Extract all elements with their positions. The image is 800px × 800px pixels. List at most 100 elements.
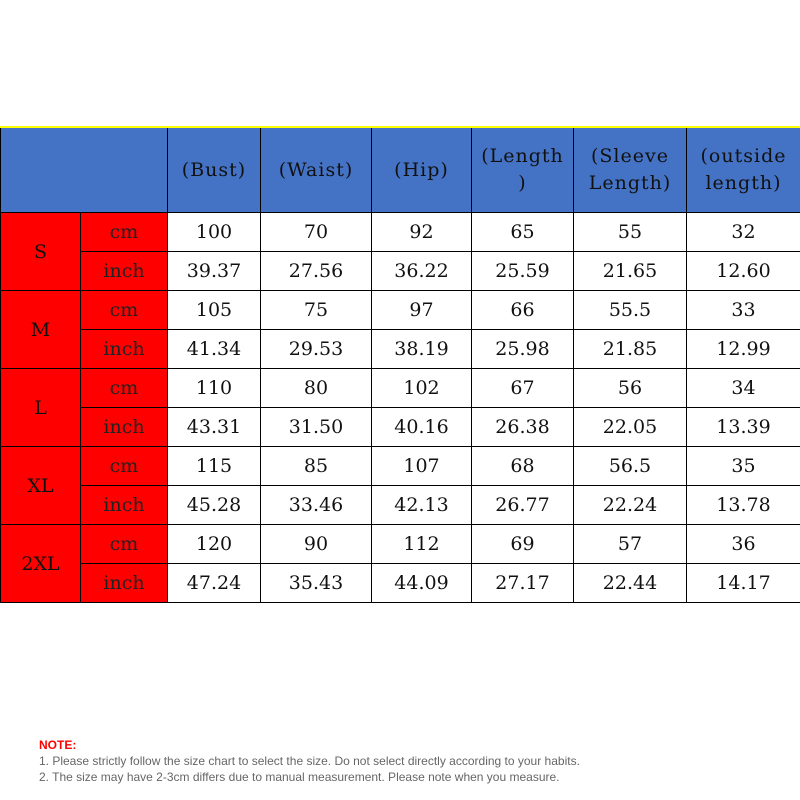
measurement-cell: 25.98 [471,329,574,369]
measurement-cell: 112 [371,524,472,564]
measurement-cell: 12.99 [686,329,800,369]
measurement-cell: 27.17 [471,563,574,603]
measurement-cell: 69 [471,524,574,564]
size-chart-table: (Bust) (Waist) (Hip) (Length) (Sleeve Len… [0,126,800,603]
measurement-cell: 56.5 [573,446,687,486]
measurement-cell: 21.65 [573,251,687,291]
size-label: L [0,368,81,447]
measurement-cell: 21.85 [573,329,687,369]
measurement-cell: 26.77 [471,485,574,525]
unit-label-cm: cm [80,368,168,408]
header-hip-label: (Hip) [394,158,449,181]
unit-label-cm: cm [80,446,168,486]
measurement-cell: 68 [471,446,574,486]
measurement-cell: 102 [371,368,472,408]
measurement-cell: 22.44 [573,563,687,603]
measurement-cell: 107 [371,446,472,486]
measurement-cell: 55.5 [573,290,687,330]
measurement-cell: 42.13 [371,485,472,525]
unit-label-inch: inch [80,563,168,603]
measurement-cell: 55 [573,212,687,252]
measurement-cell: 44.09 [371,563,472,603]
header-hip: (Hip) [371,126,472,213]
measurement-cell: 38.19 [371,329,472,369]
measurement-cell: 40.16 [371,407,472,447]
measurement-cell: 67 [471,368,574,408]
header-bust: (Bust) [167,126,261,213]
measurement-cell: 36 [686,524,800,564]
unit-label-cm: cm [80,524,168,564]
measurement-cell: 56 [573,368,687,408]
size-row-inch: inch 41.34 29.53 38.19 25.98 21.85 12.99 [1,329,800,369]
note-line-2: 2. The size may have 2-3cm differs due t… [39,770,560,784]
measurement-cell: 13.78 [686,485,800,525]
unit-label-inch: inch [80,329,168,369]
measurement-cell: 13.39 [686,407,800,447]
unit-label-cm: cm [80,290,168,330]
measurement-cell: 90 [260,524,372,564]
measurement-cell: 35 [686,446,800,486]
unit-label-inch: inch [80,485,168,525]
unit-label-inch: inch [80,251,168,291]
unit-label-cm: cm [80,212,168,252]
measurement-cell: 115 [167,446,261,486]
size-row-inch: inch 47.24 35.43 44.09 27.17 22.44 14.17 [1,563,800,603]
size-label: XL [0,446,81,525]
measurement-cell: 35.43 [260,563,372,603]
measurement-cell: 57 [573,524,687,564]
note-block: NOTE: 1. Please strictly follow the size… [39,737,580,785]
header-length: (Length) [471,126,574,213]
size-row-inch: inch 45.28 33.46 42.13 26.77 22.24 13.78 [1,485,800,525]
measurement-cell: 33 [686,290,800,330]
header-waist: (Waist) [260,126,372,213]
measurement-cell: 65 [471,212,574,252]
measurement-cell: 33.46 [260,485,372,525]
measurement-cell: 12.60 [686,251,800,291]
measurement-cell: 100 [167,212,261,252]
header-outside-length-label: (outside length) [700,145,787,194]
measurement-cell: 26.38 [471,407,574,447]
unit-label-inch: inch [80,407,168,447]
size-row-cm: 2XL cm 120 90 112 69 57 36 [0,524,800,603]
measurement-cell: 92 [371,212,472,252]
header-length-label: (Length) [481,145,564,194]
measurement-cell: 36.22 [371,251,472,291]
size-label: M [0,290,81,369]
measurement-cell: 39.37 [167,251,261,291]
header-sleeve-length: (Sleeve Length) [573,126,687,213]
measurement-cell: 66 [471,290,574,330]
size-label: 2XL [0,524,81,603]
note-title: NOTE: [39,738,77,752]
measurement-cell: 25.59 [471,251,574,291]
header-outside-length: (outside length) [686,126,800,213]
measurement-cell: 29.53 [260,329,372,369]
measurement-cell: 120 [167,524,261,564]
header-blank-cell [0,126,168,213]
measurement-cell: 97 [371,290,472,330]
measurement-cell: 34 [686,368,800,408]
measurement-cell: 45.28 [167,485,261,525]
measurement-cell: 32 [686,212,800,252]
measurement-cell: 110 [167,368,261,408]
measurement-cell: 47.24 [167,563,261,603]
header-bust-label: (Bust) [181,158,247,181]
measurement-cell: 22.24 [573,485,687,525]
size-row-inch: inch 39.37 27.56 36.22 25.59 21.65 12.60 [1,251,800,291]
measurement-cell: 14.17 [686,563,800,603]
measurement-cell: 75 [260,290,372,330]
measurement-cell: 85 [260,446,372,486]
size-row-cm: XL cm 115 85 107 68 56.5 35 [0,446,800,525]
measurement-cell: 22.05 [573,407,687,447]
note-line-1: 1. Please strictly follow the size chart… [39,754,580,768]
header-sleeve-length-label: (Sleeve Length) [588,145,672,194]
measurement-cell: 27.56 [260,251,372,291]
size-label: S [0,212,81,291]
measurement-cell: 70 [260,212,372,252]
measurement-cell: 80 [260,368,372,408]
measurement-cell: 31.50 [260,407,372,447]
measurement-cell: 41.34 [167,329,261,369]
